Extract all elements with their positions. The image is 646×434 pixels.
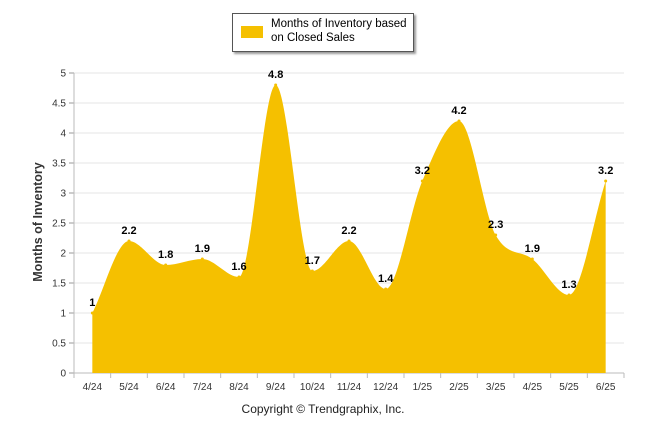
y-tick-label: 2.5 (52, 219, 66, 230)
data-label: 1.4 (378, 273, 394, 285)
x-tick-label: 8/24 (229, 382, 249, 393)
data-point (530, 257, 534, 261)
x-tick-label: 6/24 (156, 382, 176, 393)
data-point (567, 293, 571, 297)
y-tick-label: 4.5 (52, 99, 66, 110)
data-point (384, 287, 388, 291)
y-tick-label: 2 (60, 249, 66, 260)
data-point (310, 269, 314, 273)
data-label: 2.2 (121, 225, 136, 237)
y-tick-label: 3 (60, 189, 66, 200)
y-tick-label: 0.5 (52, 339, 66, 350)
data-point (604, 179, 608, 183)
x-tick-label: 4/24 (83, 382, 103, 393)
data-label: 4.2 (451, 105, 466, 117)
x-tick-label: 5/25 (559, 382, 579, 393)
y-tick-label: 5 (60, 69, 66, 80)
copyright-text: Copyright © Trendgraphix, Inc. (241, 402, 405, 416)
x-tick-label: 6/25 (596, 382, 616, 393)
y-tick-label: 4 (60, 129, 66, 140)
x-tick-label: 11/24 (337, 382, 362, 393)
legend-label: Months of Inventory based on Closed Sale… (271, 18, 407, 44)
data-label: 3.2 (598, 165, 613, 177)
data-point (90, 311, 94, 315)
data-label: 1.6 (231, 261, 246, 273)
data-point (237, 275, 241, 279)
x-tick-label: 12/24 (373, 382, 398, 393)
series-area (92, 85, 606, 373)
data-label: 4.8 (268, 69, 283, 81)
data-point (494, 233, 498, 237)
data-label: 3.2 (415, 165, 430, 177)
data-point (420, 179, 424, 183)
y-axis-title: Months of Inventory (31, 162, 45, 282)
data-point (274, 83, 278, 87)
legend: Months of Inventory based on Closed Sale… (232, 13, 414, 52)
x-tick-label: 5/24 (119, 382, 139, 393)
x-tick-label: 1/25 (413, 382, 433, 393)
legend-swatch (241, 26, 263, 38)
y-tick-label: 1.5 (52, 279, 66, 290)
data-label: 1.8 (158, 249, 173, 261)
data-point (347, 239, 351, 243)
y-tick-label: 3.5 (52, 159, 66, 170)
x-tick-label: 10/24 (300, 382, 325, 393)
x-tick-label: 2/25 (449, 382, 469, 393)
data-label: 1.9 (525, 243, 540, 255)
data-label: 1 (89, 297, 95, 309)
data-point (127, 239, 131, 243)
data-label: 2.2 (341, 225, 356, 237)
x-tick-label: 4/25 (523, 382, 543, 393)
data-point (200, 257, 204, 261)
data-point (457, 119, 461, 123)
x-tick-label: 3/25 (486, 382, 506, 393)
y-tick-label: 1 (60, 309, 66, 320)
data-label: 2.3 (488, 219, 503, 231)
data-label: 1.3 (561, 279, 576, 291)
data-point (164, 263, 168, 267)
x-tick-label: 9/24 (266, 382, 286, 393)
y-tick-label: 0 (60, 369, 66, 380)
data-label: 1.9 (195, 243, 210, 255)
x-tick-label: 7/24 (193, 382, 213, 393)
data-label: 1.7 (305, 255, 320, 267)
